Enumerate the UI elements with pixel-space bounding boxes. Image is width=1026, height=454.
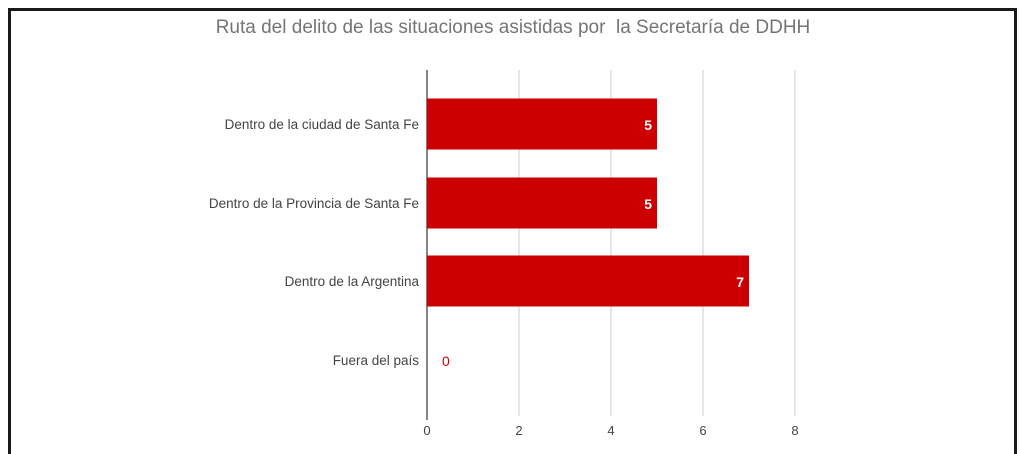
bar (427, 177, 657, 229)
data-label: 0 (442, 353, 450, 369)
category-labels: Dentro de la ciudad de Santa Fe Dentro de… (209, 117, 420, 368)
category-label: Dentro de la Provincia de Santa Fe (209, 196, 419, 211)
data-label: 7 (736, 274, 744, 290)
data-label: 5 (644, 117, 652, 133)
data-labels: 5 5 7 0 (442, 117, 744, 369)
bars (427, 98, 749, 307)
x-tick-label: 8 (791, 423, 798, 438)
bar (427, 255, 749, 307)
category-label: Fuera del país (333, 353, 420, 368)
chart-frame (8, 8, 1017, 454)
bar (427, 98, 657, 150)
x-tick-labels: 0 2 4 6 8 (423, 423, 798, 438)
chart-title: Ruta del delito de las situaciones asist… (215, 17, 811, 38)
x-tick-label: 4 (607, 423, 614, 438)
category-label: Dentro de la ciudad de Santa Fe (225, 117, 419, 132)
x-tick-label: 6 (699, 423, 706, 438)
category-label: Dentro de la Argentina (285, 274, 420, 289)
x-tick-label: 2 (515, 423, 522, 438)
data-label: 5 (644, 196, 652, 212)
x-tick-label: 0 (423, 423, 430, 438)
